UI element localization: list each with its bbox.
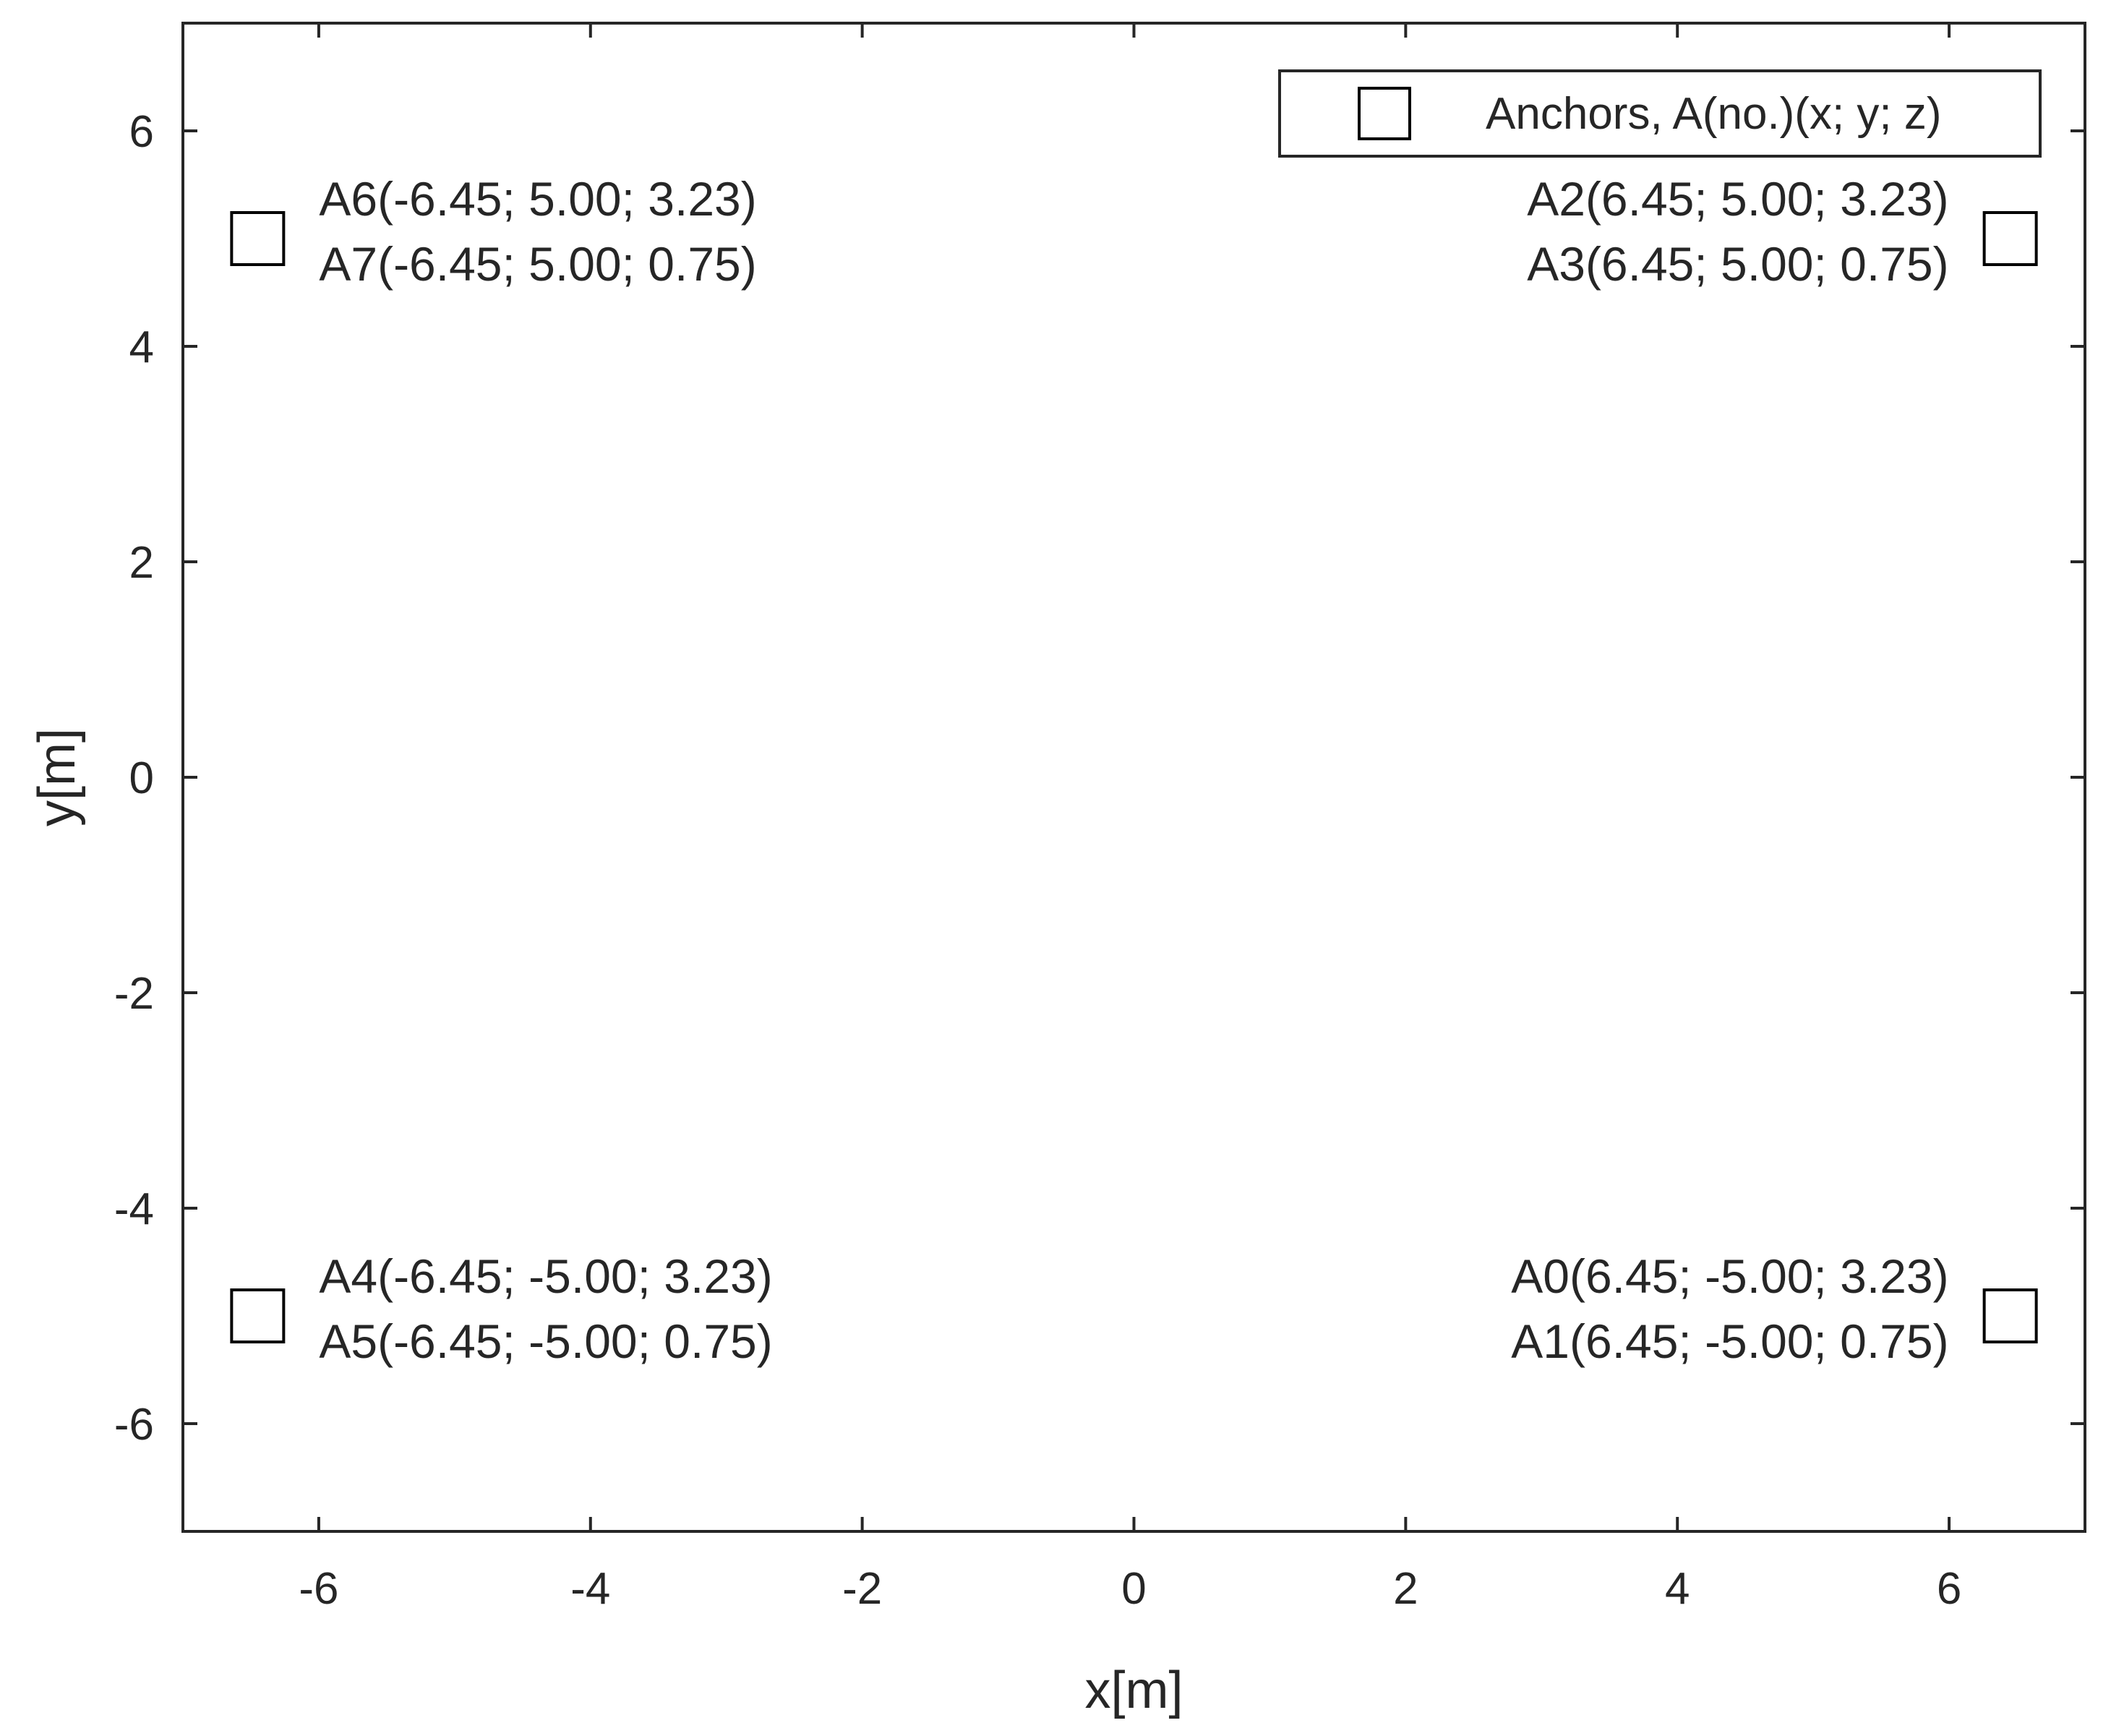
x-tick-label: 6: [1937, 1564, 1961, 1614]
anchor-annotation: A4(-6.45; -5.00; 3.23) A5(-6.45; -5.00; 0…: [319, 1249, 772, 1368]
x-tick-label: -4: [570, 1564, 610, 1614]
y-tick-label: -2: [114, 969, 154, 1019]
anchor-annotation-line: A2(6.45; 5.00; 3.23): [1527, 172, 1948, 226]
y-tick-label: 6: [129, 107, 154, 157]
y-tick-label: 2: [129, 538, 154, 588]
anchor-annotation-line: A0(6.45; -5.00; 3.23): [1511, 1249, 1948, 1303]
data-points: [230, 211, 2038, 1343]
anchor-marker: [230, 211, 286, 266]
legend-marker-square: [1358, 87, 1411, 140]
y-axis-label: y[m]: [28, 728, 86, 826]
anchor-annotation-line: A1(6.45; -5.00; 0.75): [1511, 1314, 1948, 1368]
legend-label: Anchors, A(no.)(x; y; z): [1486, 89, 1942, 139]
x-tick-label: 0: [1121, 1564, 1146, 1614]
anchor-annotation-line: A5(-6.45; -5.00; 0.75): [319, 1314, 772, 1368]
x-tick-label: -2: [842, 1564, 882, 1614]
x-axis-label: x[m]: [1085, 1662, 1183, 1719]
anchor-annotation: A6(-6.45; 5.00; 3.23) A7(-6.45; 5.00; 0.7…: [319, 172, 756, 291]
anchor-annotation: A0(6.45; -5.00; 3.23) A1(6.45; -5.00; 0.7…: [1511, 1249, 1948, 1368]
y-tick-label: -4: [114, 1184, 154, 1234]
anchor-annotation-line: A7(-6.45; 5.00; 0.75): [319, 237, 756, 291]
anchor-annotation-line: A6(-6.45; 5.00; 3.23): [319, 172, 756, 226]
anchor-marker: [1982, 1288, 2038, 1343]
anchor-annotation-line: A3(6.45; 5.00; 0.75): [1527, 237, 1948, 291]
x-tick-label: 2: [1393, 1564, 1418, 1614]
x-tick-label: -6: [299, 1564, 338, 1614]
anchor-marker: [230, 1288, 286, 1343]
y-tick-label: 4: [129, 322, 154, 372]
x-tick-labels: -6 -4 -2 0 2 4 6: [299, 1564, 1961, 1614]
y-tick-label: 0: [129, 753, 154, 803]
y-tick-labels: -6 -4 -2 0 2 4 6: [114, 107, 154, 1450]
anchor-annotation: A2(6.45; 5.00; 3.23) A3(6.45; 5.00; 0.75): [1527, 172, 1948, 291]
anchor-marker: [1982, 211, 2038, 266]
point-annotations: A6(-6.45; 5.00; 3.23) A7(-6.45; 5.00; 0.7…: [319, 172, 1948, 1368]
y-tick-label: -6: [114, 1400, 154, 1450]
legend: Anchors, A(no.)(x; y; z): [1278, 69, 2042, 158]
x-tick-label: 4: [1665, 1564, 1690, 1614]
legend-box: [1278, 69, 2042, 158]
axis-ticks: [183, 23, 2085, 1531]
anchor-annotation-line: A4(-6.45; -5.00; 3.23): [319, 1249, 772, 1303]
